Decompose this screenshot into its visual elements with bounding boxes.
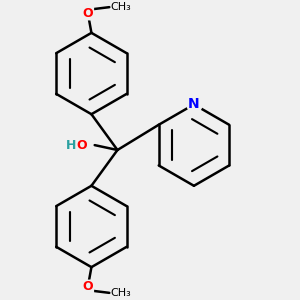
Text: O: O bbox=[83, 280, 94, 293]
Text: H: H bbox=[65, 139, 76, 152]
Text: N: N bbox=[188, 98, 200, 111]
Text: O: O bbox=[83, 7, 94, 20]
Text: CH₃: CH₃ bbox=[110, 2, 131, 12]
Text: CH₃: CH₃ bbox=[110, 288, 131, 298]
Text: O: O bbox=[76, 139, 86, 152]
